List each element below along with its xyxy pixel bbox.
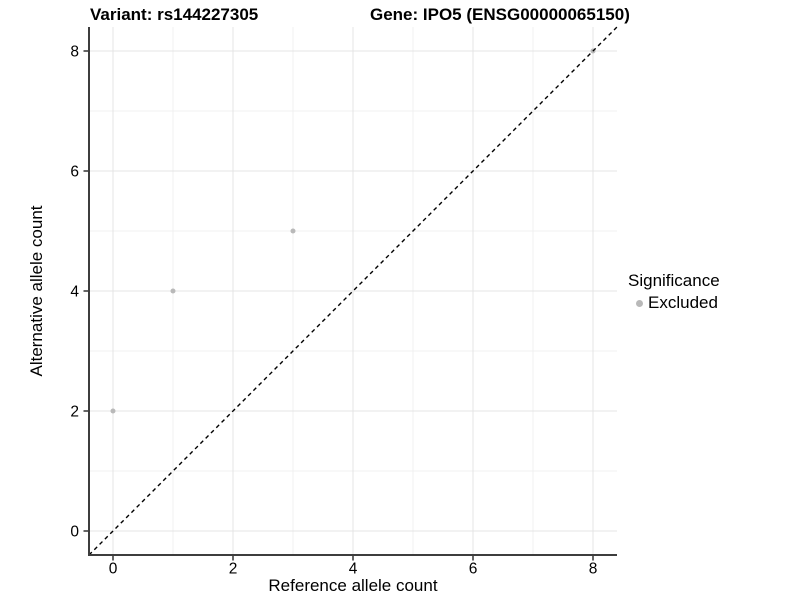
y-axis-title: Alternative allele count <box>27 205 46 377</box>
legend-items: Excluded <box>628 293 720 313</box>
data-point <box>110 408 116 414</box>
y-tick-label: 6 <box>70 164 79 181</box>
gene-title: Gene: IPO5 (ENSG00000065150) <box>370 5 630 24</box>
legend-title: Significance <box>628 271 720 290</box>
x-tick-label: 2 <box>229 561 238 578</box>
legend-key-dot-icon <box>636 299 643 307</box>
data-point <box>170 288 176 294</box>
legend-item-label: Excluded <box>648 293 718 312</box>
y-tick-label: 8 <box>70 44 79 61</box>
x-tick-label: 6 <box>469 561 478 578</box>
y-tick-label: 0 <box>70 524 79 541</box>
variant-title: Variant: rs144227305 <box>90 5 259 24</box>
x-tick-label: 4 <box>349 561 358 578</box>
data-point <box>290 228 296 234</box>
x-tick-label: 8 <box>589 561 598 578</box>
x-tick-label: 0 <box>109 561 118 578</box>
y-tick-label: 4 <box>70 284 79 301</box>
legend: Significance Excluded <box>628 271 720 313</box>
y-tick-label: 2 <box>70 404 79 421</box>
x-axis-title: Reference allele count <box>268 576 438 595</box>
legend-item: Excluded <box>628 293 720 313</box>
